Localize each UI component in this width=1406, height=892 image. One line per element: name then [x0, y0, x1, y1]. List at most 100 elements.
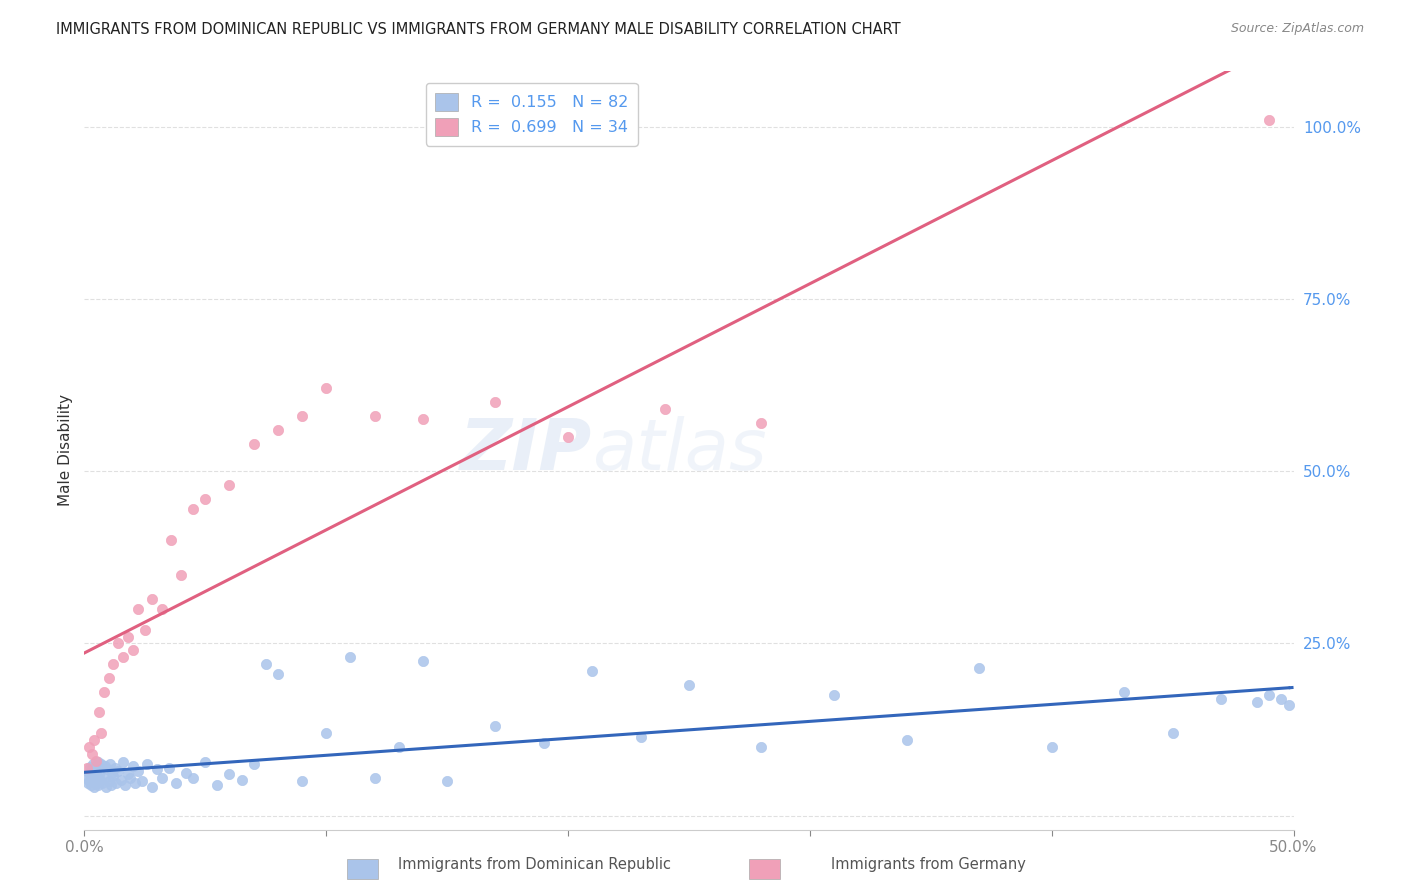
Point [80, 762, 103, 776]
Point [114, 778, 136, 792]
Point [79, 760, 101, 774]
Point [131, 774, 153, 789]
Text: Immigrants from Germany: Immigrants from Germany [831, 857, 1025, 872]
Point [112, 650, 135, 665]
Point [104, 760, 127, 774]
Point [363, 409, 385, 423]
Point [90, 726, 112, 740]
Point [1270, 691, 1292, 706]
Point [533, 736, 555, 750]
Point [91, 775, 114, 789]
Point [90, 757, 112, 772]
Point [267, 667, 290, 681]
Point [136, 757, 159, 772]
Text: atlas: atlas [592, 416, 766, 485]
Point [84, 760, 107, 774]
Point [1258, 112, 1281, 127]
Point [160, 533, 183, 547]
Point [77, 775, 100, 789]
Text: Source: ZipAtlas.com: Source: ZipAtlas.com [1230, 22, 1364, 36]
Point [751, 739, 773, 754]
Point [127, 764, 149, 778]
Point [101, 766, 124, 780]
Point [218, 767, 240, 781]
Point [93, 684, 115, 698]
Point [84, 775, 107, 789]
Point [121, 643, 143, 657]
Point [291, 774, 314, 789]
Point [363, 771, 385, 785]
Point [823, 688, 845, 702]
Point [484, 719, 506, 733]
Point [141, 591, 163, 606]
Point [80, 747, 103, 761]
Point [97, 671, 120, 685]
Point [630, 730, 652, 744]
Point [1040, 739, 1063, 754]
Point [97, 774, 120, 789]
Point [751, 416, 773, 430]
Point [412, 412, 434, 426]
Point [581, 664, 603, 678]
Point [242, 436, 264, 450]
Point [77, 739, 100, 754]
Point [87, 706, 110, 720]
Point [1114, 684, 1136, 698]
Point [87, 767, 110, 781]
Point [107, 764, 129, 778]
Point [93, 771, 115, 785]
Point [150, 602, 173, 616]
Point [86, 766, 108, 780]
Point [181, 771, 204, 785]
Point [194, 491, 217, 506]
Point [170, 567, 193, 582]
Point [83, 780, 105, 794]
Point [94, 759, 117, 773]
Point [231, 772, 253, 787]
Point [1278, 698, 1301, 713]
Point [98, 757, 121, 772]
Point [315, 381, 337, 395]
Point [89, 772, 111, 787]
Point [896, 733, 918, 747]
Point [76, 771, 98, 785]
Point [86, 754, 108, 768]
Point [436, 774, 458, 789]
Text: IMMIGRANTS FROM DOMINICAN REPUBLIC VS IMMIGRANTS FROM GERMANY MALE DISABILITY CO: IMMIGRANTS FROM DOMINICAN REPUBLIC VS IM… [56, 22, 901, 37]
Point [110, 772, 132, 787]
Point [267, 423, 290, 437]
Point [104, 775, 127, 789]
Point [83, 733, 105, 747]
Point [112, 755, 135, 769]
Point [165, 775, 187, 789]
Point [678, 678, 700, 692]
Point [1258, 688, 1281, 702]
Legend: R =  0.155   N = 82, R =  0.699   N = 34: R = 0.155 N = 82, R = 0.699 N = 34 [426, 83, 637, 145]
Point [127, 602, 149, 616]
Point [96, 762, 118, 776]
Point [100, 778, 122, 792]
Point [82, 771, 104, 785]
Point [1246, 695, 1268, 709]
Point [315, 726, 337, 740]
Bar [347, 859, 378, 879]
Point [83, 764, 105, 778]
Point [1161, 726, 1184, 740]
Point [242, 757, 264, 772]
Point [194, 755, 217, 769]
Point [388, 739, 411, 754]
Point [291, 409, 314, 423]
Point [80, 778, 103, 792]
Point [117, 767, 139, 781]
Text: ZIP: ZIP [460, 416, 592, 485]
Point [174, 766, 197, 780]
Point [86, 771, 108, 785]
Point [103, 657, 125, 672]
Point [967, 660, 990, 674]
Point [76, 760, 98, 774]
Point [254, 657, 277, 672]
Point [134, 623, 156, 637]
Point [94, 780, 117, 794]
Point [484, 395, 506, 409]
Point [121, 759, 143, 773]
